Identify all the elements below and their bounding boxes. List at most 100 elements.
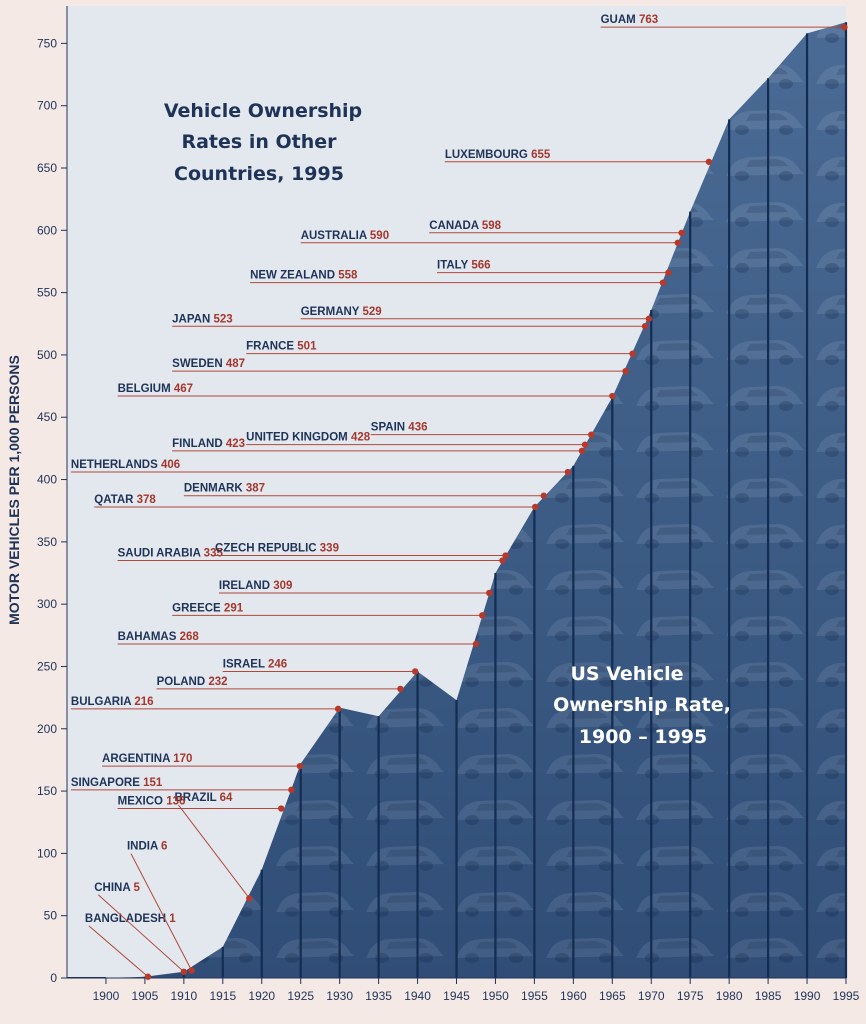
y-tick-label: 500 (37, 348, 57, 362)
x-tick-label: 1960 (560, 989, 587, 1003)
annotation-bahamas: BAHAMAS 268 (117, 631, 480, 648)
x-tick-label: 1925 (287, 989, 314, 1003)
svg-text:IRELAND 309: IRELAND 309 (219, 580, 293, 592)
us-rate-area-texture (105, 22, 846, 978)
x-tick-label: 1980 (716, 989, 743, 1003)
svg-text:CZECH REPUBLIC 339: CZECH REPUBLIC 339 (215, 543, 339, 555)
svg-text:QATAR 378: QATAR 378 (94, 494, 156, 506)
y-tick-label: 350 (37, 535, 57, 549)
us-label-line-1: US Vehicle (571, 663, 684, 685)
us-label-line-2: Ownership Rate, (553, 694, 731, 716)
annotation-brazil: BRAZIL 64 (175, 792, 253, 902)
y-tick-label: 600 (37, 223, 57, 237)
annotation-japan: JAPAN 523 (172, 313, 649, 330)
svg-text:ITALY 566: ITALY 566 (437, 260, 491, 272)
svg-text:BULGARIA 216: BULGARIA 216 (71, 696, 154, 708)
x-tick-label: 1915 (209, 989, 236, 1003)
y-tick-label: 400 (37, 473, 57, 487)
chart-title: Vehicle Ownership Rates in Other Countri… (164, 100, 362, 185)
annotation-singapore: SINGAPORE 151 (70, 777, 295, 794)
annotation-greece: GREECE 291 (172, 602, 486, 619)
annotation-france: FRANCE 501 (246, 341, 636, 357)
x-tick-label: 1950 (482, 989, 509, 1003)
x-tick-label: 1990 (794, 989, 821, 1003)
annotation-china: CHINA 5 (94, 882, 188, 975)
svg-text:BRAZIL 64: BRAZIL 64 (175, 792, 234, 804)
svg-text:NETHERLANDS 406: NETHERLANDS 406 (71, 459, 180, 471)
annotation-guam: GUAM 763 (600, 14, 848, 31)
x-tick-label: 1995 (833, 989, 860, 1003)
svg-text:DENMARK 387: DENMARK 387 (184, 483, 265, 495)
x-tick-label: 1965 (599, 989, 626, 1003)
y-tick-label: 550 (37, 286, 57, 300)
y-tick-label: 100 (37, 846, 57, 860)
annotation-bulgaria: BULGARIA 216 (70, 696, 342, 713)
svg-text:BAHAMAS 268: BAHAMAS 268 (118, 631, 200, 643)
x-tick-label: 1935 (365, 989, 392, 1003)
svg-text:FRANCE 501: FRANCE 501 (246, 341, 317, 353)
us-label-line-3: 1900 – 1995 (579, 726, 708, 748)
y-tick-label: 200 (37, 722, 57, 736)
y-tick-label: 50 (44, 909, 58, 923)
annotation-italy: ITALY 566 (437, 260, 672, 276)
svg-text:AUSTRALIA 590: AUSTRALIA 590 (301, 230, 389, 242)
svg-text:FINLAND 423: FINLAND 423 (172, 438, 245, 450)
y-tick-label: 700 (37, 99, 57, 113)
x-tick-label: 1970 (638, 989, 665, 1003)
svg-text:BANGLADESH 1: BANGLADESH 1 (85, 913, 176, 925)
annotation-poland: POLAND 232 (156, 676, 404, 693)
x-tick-label: 1955 (521, 989, 548, 1003)
y-axis-label: MOTOR VEHICLES PER 1,000 PERSONS (6, 355, 22, 625)
svg-text:MEXICO 136: MEXICO 136 (118, 796, 186, 808)
svg-text:GREECE 291: GREECE 291 (172, 602, 244, 614)
annotation-belgium: BELGIUM 467 (117, 383, 616, 400)
annotation-germany: GERMANY 529 (300, 306, 653, 322)
svg-text:INDIA 6: INDIA 6 (127, 841, 167, 853)
svg-text:CANADA 598: CANADA 598 (429, 220, 501, 232)
annotation-australia: AUSTRALIA 590 (300, 230, 681, 246)
annotation-mexico: MEXICO 136 (117, 796, 285, 812)
annotation-india: INDIA 6 (127, 841, 195, 974)
x-tick-label: 1900 (93, 989, 120, 1003)
y-tick-label: 450 (37, 410, 57, 424)
us-rate-area-layer (67, 22, 846, 978)
y-tick-label: 300 (37, 597, 57, 611)
svg-text:POLAND 232: POLAND 232 (157, 676, 228, 688)
y-tick-label: 750 (37, 36, 57, 50)
svg-text:SAUDI ARABIA 335: SAUDI ARABIA 335 (118, 548, 224, 560)
svg-text:ISRAEL 246: ISRAEL 246 (223, 658, 287, 670)
svg-text:SINGAPORE 151: SINGAPORE 151 (71, 777, 163, 789)
annotation-bangladesh: BANGLADESH 1 (85, 913, 176, 980)
svg-text:GUAM 763: GUAM 763 (601, 14, 659, 26)
x-tick-label: 1930 (326, 989, 353, 1003)
axes: 0 50 100 150 200 250 300 350 400 450 500 550 600 650 7… (37, 6, 860, 1003)
country-annotations: BANGLADESH 1 CHINA 5 INDIA 6 BRAZIL 64MEXIC… (70, 14, 848, 980)
y-tick-label: 0 (50, 971, 57, 985)
annotation-new-zealand: NEW ZEALAND 558 (250, 270, 667, 286)
annotation-qatar: QATAR 378 (94, 494, 539, 511)
annotation-ireland: IRELAND 309 (218, 580, 493, 597)
annotation-netherlands: NETHERLANDS 406 (70, 459, 572, 476)
x-tick-label: 1945 (443, 989, 470, 1003)
x-tick-label: 1940 (404, 989, 431, 1003)
y-tick-label: 250 (37, 659, 57, 673)
x-tick-label: 1910 (170, 989, 197, 1003)
svg-text:UNITED KINGDOM 428: UNITED KINGDOM 428 (246, 432, 371, 444)
annotation-argentina: ARGENTINA 170 (102, 753, 304, 770)
x-tick-label: 1985 (755, 989, 782, 1003)
annotation-saudi-arabia: SAUDI ARABIA 335 (117, 548, 506, 564)
svg-text:BELGIUM 467: BELGIUM 467 (118, 383, 193, 395)
svg-text:JAPAN 523: JAPAN 523 (172, 313, 233, 325)
chart-title-line-3: Countries, 1995 (174, 163, 344, 185)
annotation-czech-republic: CZECH REPUBLIC 339 (215, 543, 509, 559)
svg-text:SPAIN 436: SPAIN 436 (371, 422, 428, 434)
svg-text:ARGENTINA 170: ARGENTINA 170 (102, 753, 192, 765)
annotation-canada: CANADA 598 (429, 220, 685, 236)
annotation-spain: SPAIN 436 (370, 422, 595, 438)
annotation-united-kingdom: UNITED KINGDOM 428 (246, 432, 589, 448)
y-tick-label: 650 (37, 161, 57, 175)
us-rate-year-lines (143, 22, 848, 978)
x-tick-label: 1920 (248, 989, 275, 1003)
chart-title-line-1: Vehicle Ownership (164, 100, 362, 122)
